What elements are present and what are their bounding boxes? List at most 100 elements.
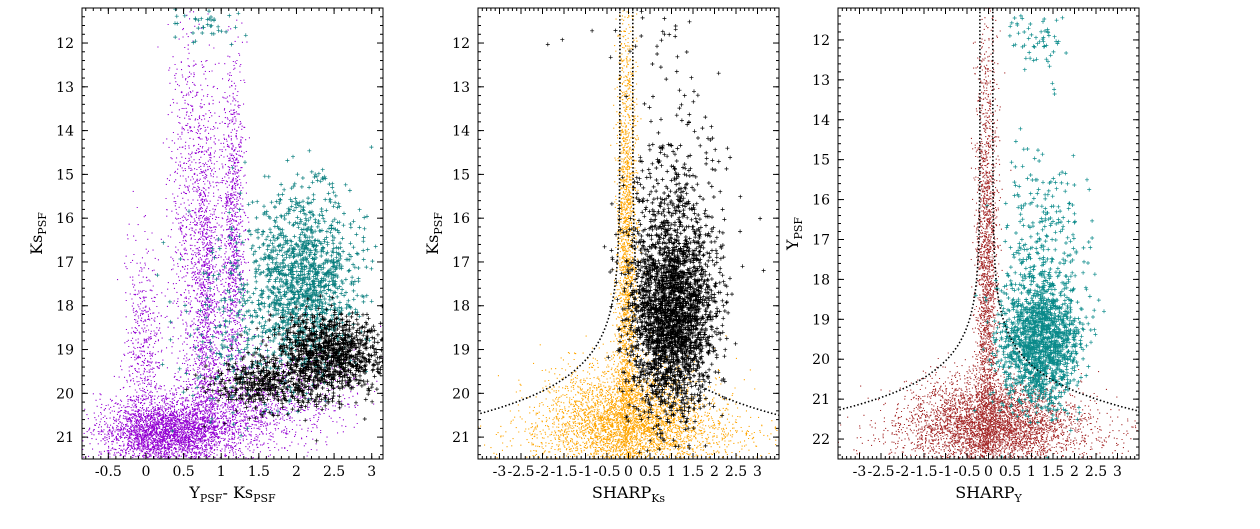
y-tick-label: 20 <box>452 386 470 402</box>
y-tick-label: 17 <box>812 232 830 248</box>
axis-ticks: -3 -2.5 -2 -1.5 -1 -0.5 0 0.5 1 1.5 2 2.5 3 12 13 14 15 1… <box>452 7 779 480</box>
y-tick-label: 20 <box>56 386 74 402</box>
y-axis-label-main: Y <box>783 239 802 251</box>
x-tick-label: 1.5 <box>1042 464 1064 480</box>
y-tick-label: 15 <box>812 153 830 169</box>
y-tick-label: 17 <box>56 255 74 271</box>
x-tick-label: 0.5 <box>172 464 194 480</box>
x-tick-label: 0.5 <box>639 464 661 480</box>
x-tick-label: -3 <box>493 464 507 480</box>
axis-ticks: -0.5 0 0.5 1 1.5 2 2.5 3 12 13 14 15 16 17 18 19 20 21 <box>56 7 383 480</box>
series-2-points <box>184 294 383 443</box>
y-tick-label: 14 <box>452 124 470 140</box>
series-1 <box>972 13 1106 459</box>
x-tick-label: 0 <box>624 464 633 480</box>
series-0 <box>82 8 383 459</box>
y-tick-label: 20 <box>812 352 830 368</box>
x-tick-label: 1.5 <box>248 464 270 480</box>
plot-frame <box>81 7 384 460</box>
x-axis-label-main: SHARP <box>955 483 1015 502</box>
y-tick-label: 13 <box>56 80 74 96</box>
panel-sharp-ks: -3 -2.5 -2 -1.5 -1 -0.5 0 0.5 1 1.5 2 2.5 3 12 13 14 15 1… <box>423 7 780 505</box>
y-tick-label: 14 <box>56 124 74 140</box>
series-1-points <box>545 9 766 459</box>
y-tick-label: 13 <box>452 80 470 96</box>
x-tick-label: -1.5 <box>551 464 578 480</box>
cut-curves <box>478 8 779 418</box>
x-tick-label: -0.5 <box>95 464 122 480</box>
x-axis-label-sub: PSF <box>200 492 223 505</box>
x-tick-label: 0 <box>142 464 151 480</box>
y-axis-label-main: Ks <box>423 235 442 255</box>
x-tick-label: 1 <box>217 464 226 480</box>
x-tick-label: -1 <box>939 464 953 480</box>
y-tick-label: 12 <box>812 33 830 49</box>
x-tick-label: -2 <box>896 464 910 480</box>
x-tick-label: 1 <box>667 464 676 480</box>
x-tick-label: 2.5 <box>1085 464 1107 480</box>
x-tick-label: 3 <box>1113 464 1122 480</box>
y-tick-label: 12 <box>452 36 470 52</box>
y-axis-label-main: Ks <box>27 235 46 255</box>
cut-curve-right <box>632 8 779 418</box>
x-axis-label-sub: Y <box>1014 492 1023 505</box>
x-tick-label: 2 <box>710 464 719 480</box>
y-tick-label: 19 <box>812 312 830 328</box>
data-points <box>478 8 778 459</box>
y-axis-label: YPSF <box>783 217 805 251</box>
y-tick-label: 14 <box>812 113 830 129</box>
series-1-points <box>972 13 1106 459</box>
cut-curve-left <box>838 8 981 414</box>
x-tick-label: 2.5 <box>725 464 747 480</box>
y-tick-label: 18 <box>452 299 470 315</box>
x-tick-label: -1.5 <box>911 464 938 480</box>
x-tick-label: 3 <box>367 464 376 480</box>
y-tick-label: 21 <box>812 392 830 408</box>
x-axis-label-mid: - Ks <box>222 483 253 502</box>
series-1-points <box>155 8 383 438</box>
y-axis-label-sub: PSF <box>792 217 805 240</box>
y-tick-label: 22 <box>812 432 830 448</box>
x-tick-label: 3 <box>753 464 762 480</box>
cut-curve-left <box>478 8 621 418</box>
x-tick-label: -0.5 <box>594 464 621 480</box>
y-axis-label: KsPSF <box>27 212 49 255</box>
y-tick-label: 18 <box>812 272 830 288</box>
x-axis-label-sub2: PSF <box>253 492 276 505</box>
x-tick-label: 2 <box>292 464 301 480</box>
x-axis-label: SHARPKs <box>592 483 665 505</box>
y-axis-label-sub: PSF <box>36 212 49 235</box>
y-tick-label: 18 <box>56 299 74 315</box>
x-tick-label: 1.5 <box>682 464 704 480</box>
y-tick-label: 17 <box>452 255 470 271</box>
x-tick-label: 0 <box>984 464 993 480</box>
x-axis-label: YPSF- KsPSF <box>188 483 276 505</box>
cut-curve-right <box>992 8 1139 414</box>
x-axis-label: SHARPY <box>955 483 1022 505</box>
series-1 <box>155 8 383 438</box>
y-axis-label-sub: PSF <box>432 212 445 235</box>
x-tick-label: 2 <box>1070 464 1079 480</box>
y-axis-label: KsPSF <box>423 212 445 255</box>
x-tick-label: -2 <box>536 464 550 480</box>
axis-ticks: -3 -2.5 -2 -1.5 -1 -0.5 0 0.5 1 1.5 2 2.5 3 12 13 14 15 1… <box>812 7 1139 480</box>
y-tick-label: 15 <box>452 167 470 183</box>
y-tick-label: 16 <box>812 193 830 209</box>
y-tick-label: 19 <box>56 343 74 359</box>
x-tick-label: -2.5 <box>508 464 535 480</box>
y-tick-label: 21 <box>56 430 74 446</box>
x-tick-label: 2.5 <box>323 464 345 480</box>
y-tick-label: 16 <box>452 211 470 227</box>
x-axis-label-sub: Ks <box>651 492 665 505</box>
y-tick-label: 12 <box>56 36 74 52</box>
x-tick-label: 0.5 <box>999 464 1021 480</box>
data-points <box>82 8 383 459</box>
x-axis-label-main: Y <box>188 483 200 502</box>
y-tick-label: 16 <box>56 211 74 227</box>
x-tick-label: -1 <box>579 464 593 480</box>
x-tick-label: -0.5 <box>954 464 981 480</box>
y-tick-label: 19 <box>452 343 470 359</box>
data-points <box>838 8 1138 459</box>
